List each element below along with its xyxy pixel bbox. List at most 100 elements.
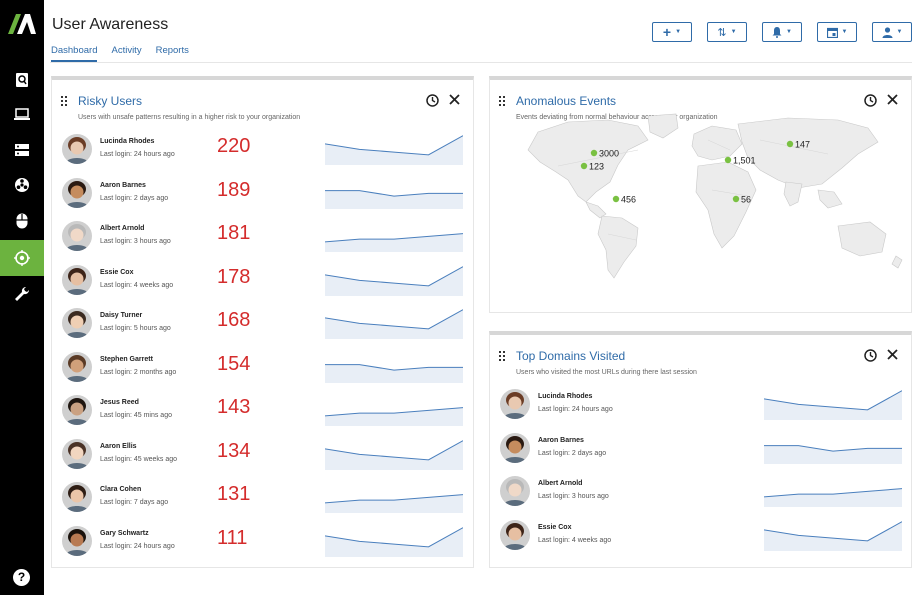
avatar[interactable]	[500, 432, 530, 463]
list-item[interactable]: Clara Cohen Last login: 7 days ago 131	[62, 478, 464, 518]
nav-wrench-icon[interactable]	[0, 276, 44, 312]
last-login: Last login: 7 days ago	[100, 499, 169, 506]
list-item[interactable]: Aaron Ellis Last login: 45 weeks ago 134	[62, 435, 464, 475]
list-item[interactable]: Aaron Barnes Last login: 2 days ago	[500, 429, 902, 469]
user-name[interactable]: Aaron Ellis	[100, 442, 137, 450]
risk-score: 131	[217, 483, 251, 505]
user-name[interactable]: Jesus Reed	[100, 399, 139, 406]
avatar[interactable]	[62, 351, 92, 382]
event-marker[interactable]: 123	[580, 162, 604, 172]
avatar[interactable]	[62, 264, 92, 295]
list-item[interactable]: Albert Arnold Last login: 3 hours ago	[500, 472, 903, 512]
nav-server-icon[interactable]	[0, 132, 44, 168]
trend-sparkline	[763, 386, 903, 420]
nav-mouse-icon[interactable]	[0, 203, 44, 239]
avatar[interactable]	[62, 177, 92, 208]
trend-sparkline	[324, 392, 464, 426]
panel-subtitle: Users with unsafe patterns resulting in …	[78, 114, 301, 121]
risk-score: 134	[217, 439, 251, 462]
marker-dot	[580, 162, 588, 170]
close-icon[interactable]	[886, 348, 899, 361]
trend-sparkline	[324, 218, 464, 252]
event-marker[interactable]: 456	[612, 195, 636, 205]
clock-icon[interactable]	[864, 94, 877, 107]
avatar[interactable]	[62, 525, 92, 556]
user-name[interactable]: Albert Arnold	[538, 480, 583, 487]
drag-handle-icon[interactable]	[61, 96, 67, 106]
user-name[interactable]: Essie Cox	[538, 523, 572, 531]
tab-activity[interactable]: Activity	[111, 45, 142, 56]
user-name[interactable]: Lucinda Rhodes	[100, 138, 155, 145]
list-item[interactable]: Daisy Turner Last login: 5 hours ago 168	[62, 304, 464, 344]
help-icon[interactable]: ?	[13, 569, 30, 586]
sort-button[interactable]: ⇅ ▼	[707, 22, 747, 42]
marker-label: 1,501	[733, 156, 756, 166]
list-item[interactable]: Essie Cox Last login: 4 weeks ago	[500, 516, 903, 556]
close-icon[interactable]	[448, 93, 461, 106]
event-marker[interactable]: 147	[786, 140, 810, 150]
country-borders	[557, 139, 829, 241]
last-login: Last login: 4 weeks ago	[100, 281, 174, 289]
risk-score: 154	[217, 352, 251, 375]
avatar[interactable]	[500, 476, 530, 506]
user-icon	[882, 26, 893, 38]
event-marker[interactable]: 1,501	[724, 156, 756, 166]
calendar-button[interactable]: ▼	[817, 22, 857, 42]
list-item[interactable]: Albert Arnold Last login: 3 hours ago 18…	[62, 217, 464, 257]
drag-handle-icon[interactable]	[499, 96, 505, 106]
world-map[interactable]: 3000 123 456 1,501 147 56	[498, 110, 918, 285]
event-marker[interactable]: 56	[732, 195, 751, 205]
notifications-button[interactable]: ▼	[762, 22, 802, 42]
risk-score: 111	[217, 526, 248, 549]
risk-score: 168	[217, 309, 251, 331]
risk-score: 189	[217, 178, 251, 201]
user-name[interactable]: Stephen Garrett	[100, 355, 153, 363]
plus-icon: +	[662, 24, 672, 40]
user-name[interactable]: Aaron Barnes	[538, 436, 584, 444]
user-name[interactable]: Gary Schwartz	[100, 529, 149, 537]
avatar[interactable]	[62, 308, 92, 338]
brand-logo-icon[interactable]	[8, 14, 36, 34]
list-item[interactable]: Gary Schwartz Last login: 24 hours ago 1…	[62, 522, 464, 562]
user-name[interactable]: Daisy Turner	[100, 312, 143, 319]
user-name[interactable]: Aaron Barnes	[100, 181, 146, 189]
trend-sparkline	[324, 479, 464, 513]
list-item[interactable]: Aaron Barnes Last login: 2 days ago 189	[62, 174, 463, 214]
user-name[interactable]: Albert Arnold	[100, 225, 145, 232]
avatar[interactable]	[500, 389, 530, 419]
top-domains-panel: Top Domains Visited Users who visited th…	[489, 331, 912, 568]
avatar[interactable]	[62, 438, 92, 469]
avatar[interactable]	[62, 395, 92, 425]
left-nav-rail: ?	[0, 0, 44, 595]
avatar[interactable]	[500, 519, 530, 550]
event-marker[interactable]: 3000	[590, 149, 619, 159]
avatar[interactable]	[62, 134, 92, 164]
marker-dot	[612, 195, 620, 203]
tab-dashboard[interactable]: Dashboard	[51, 45, 98, 62]
user-menu-button[interactable]: ▼	[872, 22, 912, 42]
nav-laptop-icon[interactable]	[0, 96, 44, 132]
list-item[interactable]: Stephen Garrett Last login: 2 months ago…	[62, 348, 463, 388]
tab-reports[interactable]: Reports	[155, 45, 189, 56]
list-item[interactable]: Lucinda Rhodes Last login: 24 hours ago …	[62, 130, 464, 170]
avatar[interactable]	[62, 482, 92, 512]
list-item[interactable]: Essie Cox Last login: 4 weeks ago 178	[62, 261, 464, 301]
add-widget-button[interactable]: + ▼	[652, 22, 692, 42]
nav-radiation-icon[interactable]	[0, 167, 44, 203]
drag-handle-icon[interactable]	[499, 351, 505, 361]
clock-icon[interactable]	[426, 94, 439, 107]
user-name[interactable]: Essie Cox	[100, 268, 134, 276]
last-login: Last login: 2 days ago	[538, 449, 607, 457]
clock-icon[interactable]	[864, 349, 877, 362]
user-name[interactable]: Clara Cohen	[100, 486, 142, 493]
list-item[interactable]: Lucinda Rhodes Last login: 24 hours ago	[500, 385, 903, 425]
chevron-down-icon: ▼	[896, 29, 903, 35]
nav-awareness-icon[interactable]	[0, 240, 44, 276]
nav-search-document-icon[interactable]	[0, 62, 44, 98]
marker-label: 147	[795, 140, 810, 150]
close-icon[interactable]	[886, 93, 899, 106]
trend-sparkline	[324, 523, 464, 557]
list-item[interactable]: Jesus Reed Last login: 45 mins ago 143	[62, 391, 464, 431]
avatar[interactable]	[62, 221, 92, 251]
user-name[interactable]: Lucinda Rhodes	[538, 393, 593, 400]
